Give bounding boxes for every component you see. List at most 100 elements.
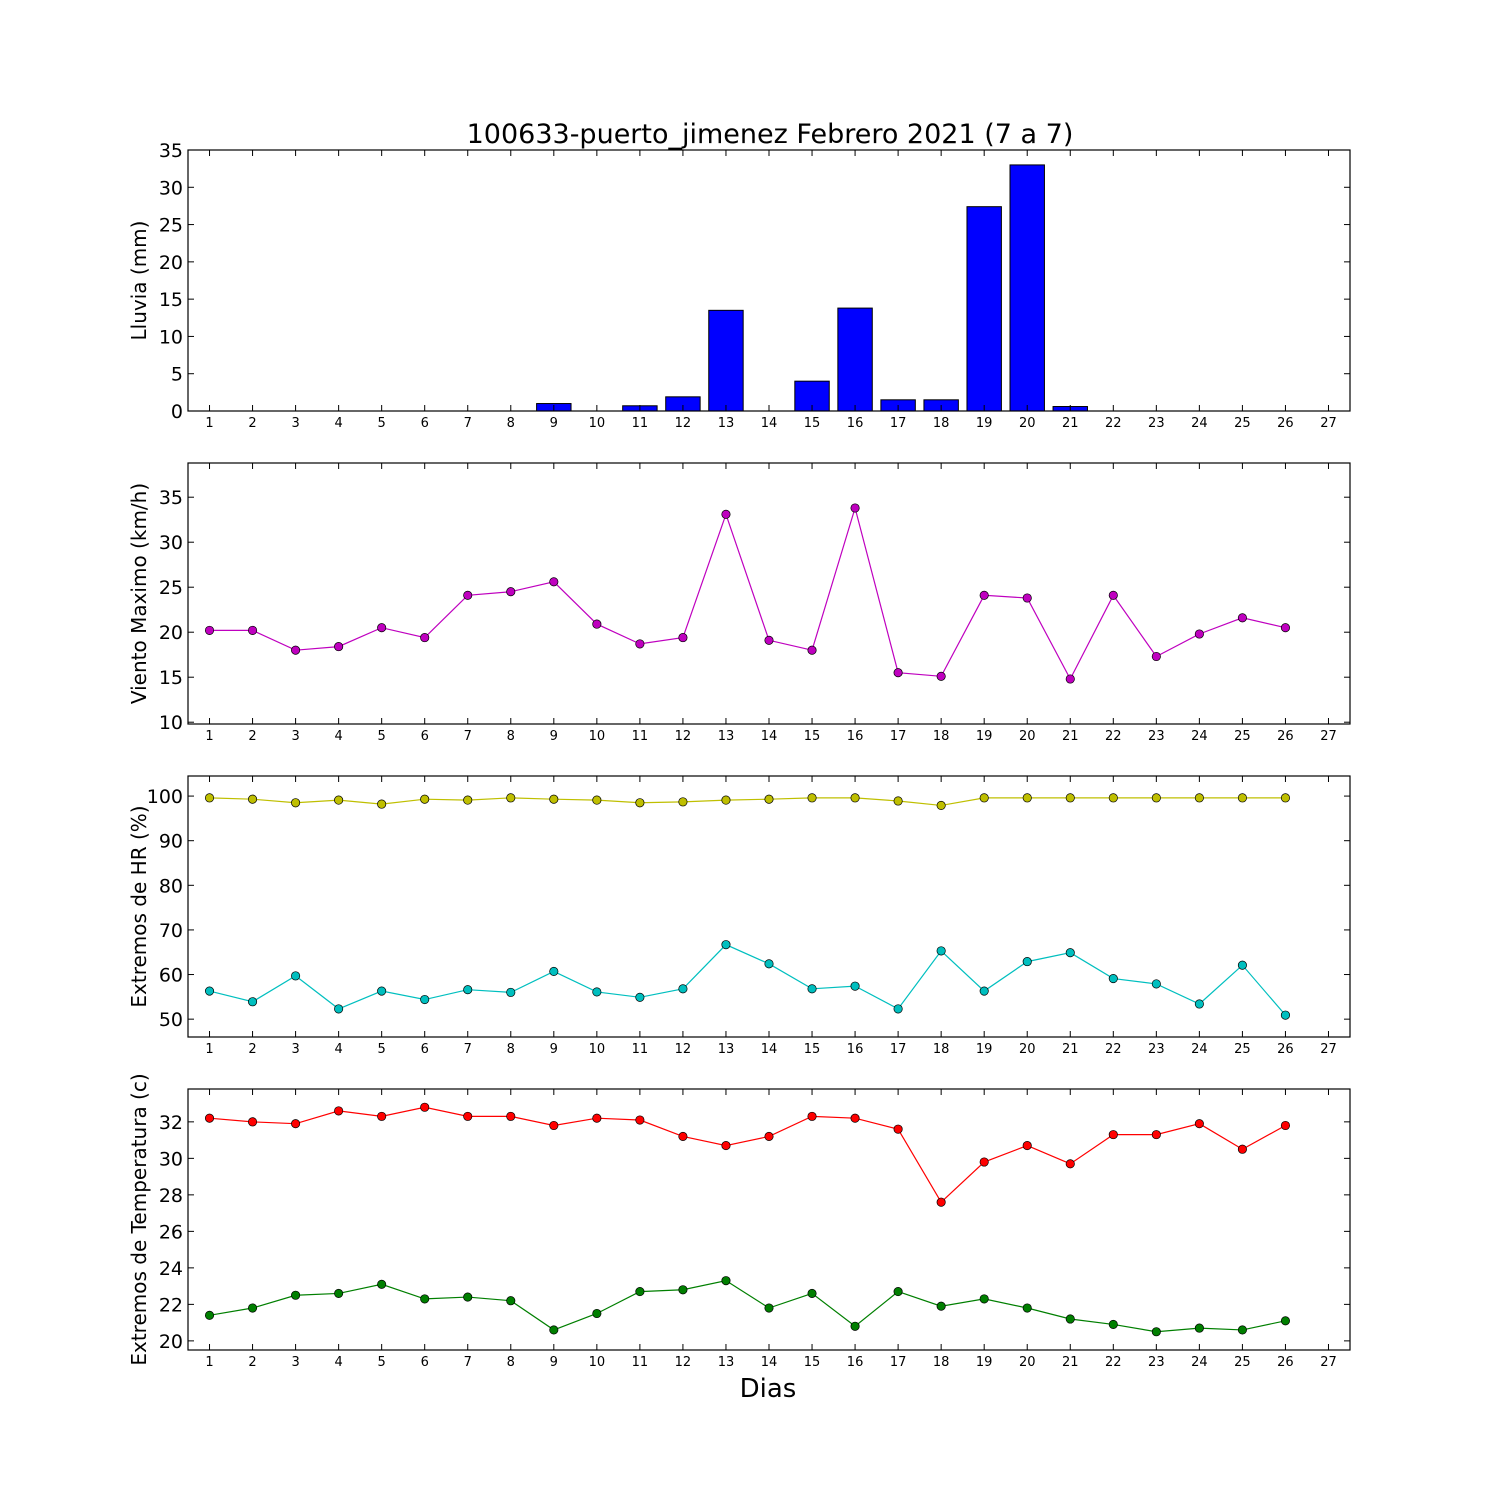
temperature-xtick-label-3: 3 [291, 1355, 299, 1370]
humidity-series-1-point-11 [635, 798, 645, 808]
humidity-xtick-label-6: 6 [421, 1042, 429, 1057]
temperature-ytick-label-22: 22 [159, 1294, 183, 1316]
humidity-series-2-point-10 [592, 987, 602, 997]
wind-xtick-label-18: 18 [933, 729, 950, 744]
temperature-xtick-label-13: 13 [718, 1355, 735, 1370]
wind-xtick-label-24: 24 [1191, 729, 1208, 744]
humidity-series-1-point-15 [807, 793, 817, 803]
temperature-series-2-point-25 [1237, 1325, 1247, 1335]
humidity-series-2-point-17 [893, 1004, 903, 1014]
humidity-ytick-label-90: 90 [159, 831, 183, 853]
wind-ytick-label-25: 25 [159, 577, 183, 599]
wind-series-1-point-7 [463, 590, 473, 600]
wind-series-1-point-19 [979, 590, 989, 600]
rain-xtick-label-9: 9 [550, 416, 558, 431]
humidity-series-2-point-19 [979, 986, 989, 996]
humidity-series-2-point-14 [764, 959, 774, 969]
humidity-series-2-point-25 [1237, 960, 1247, 970]
rain-xtick-label-14: 14 [761, 416, 778, 431]
humidity-xtick-label-24: 24 [1191, 1042, 1208, 1057]
rain-xtick-label-2: 2 [248, 416, 256, 431]
temperature-series-2-point-13 [721, 1276, 731, 1286]
temperature-panel: 1 2 3 4 5 6 7 8 9 10 11 12 13 14 15 16 17 18 19 20 21 22 23 24 2… [127, 1073, 1351, 1370]
humidity-xtick-label-4: 4 [334, 1042, 342, 1057]
humidity-series-1-point-23 [1151, 793, 1161, 803]
temperature-ytick-label-28: 28 [159, 1185, 183, 1207]
rain-bar-19 [966, 206, 1002, 412]
temperature-series-1-point-8 [506, 1111, 516, 1121]
temperature-series-1-point-6 [420, 1102, 430, 1112]
humidity-series-1-point-6 [420, 794, 430, 804]
temperature-xtick-label-26: 26 [1277, 1355, 1294, 1370]
humidity-xtick-label-16: 16 [847, 1042, 864, 1057]
humidity-series-2-point-4 [334, 1004, 344, 1014]
humidity-ytick-label-100: 100 [147, 786, 183, 808]
temperature-series-2-point-26 [1280, 1316, 1290, 1326]
wind-xtick-label-6: 6 [421, 729, 429, 744]
wind-series-1-point-12 [678, 633, 688, 643]
wind-xtick-label-12: 12 [675, 729, 692, 744]
rain-xtick-label-23: 23 [1148, 416, 1165, 431]
wind-series-1-point-2 [248, 625, 258, 635]
humidity-ytick-label-70: 70 [159, 920, 183, 942]
wind-ytick-label-20: 20 [159, 622, 183, 644]
wind-series-1-point-8 [506, 587, 516, 597]
temperature-xtick-label-17: 17 [890, 1355, 907, 1370]
temperature-series-1-point-26 [1280, 1120, 1290, 1131]
wind-xtick-label-16: 16 [847, 729, 864, 744]
rain-y-axis-label: Lluvia (mm) [127, 221, 151, 341]
wind-series-1-point-9 [549, 577, 559, 587]
temperature-series-1-point-17 [893, 1124, 903, 1134]
humidity-series-1-point-26 [1280, 793, 1290, 803]
humidity-series-1-point-20 [1022, 793, 1032, 803]
temperature-series-2-point-23 [1151, 1327, 1161, 1337]
wind-series-1-point-11 [635, 639, 645, 649]
temperature-xtick-label-16: 16 [847, 1355, 864, 1370]
temperature-series-1-point-22 [1108, 1130, 1118, 1140]
humidity-series-1-point-14 [764, 794, 774, 804]
wind-xtick-label-17: 17 [890, 729, 907, 744]
wind-xtick-label-1: 1 [205, 729, 213, 744]
temperature-xtick-label-8: 8 [507, 1355, 515, 1370]
temperature-series-2-point-7 [463, 1292, 473, 1302]
temperature-ytick-label-32: 32 [159, 1112, 183, 1134]
temperature-series-1-point-1 [204, 1113, 215, 1123]
wind-xtick-label-21: 21 [1062, 729, 1079, 744]
wind-xtick-label-11: 11 [632, 729, 649, 744]
wind-series-1-point-17 [893, 668, 903, 678]
humidity-series-2-point-2 [248, 997, 258, 1007]
wind-series-1-point-10 [592, 619, 602, 629]
humidity-series-2-point-5 [377, 986, 387, 996]
humidity-xtick-label-20: 20 [1019, 1042, 1036, 1057]
humidity-xtick-label-3: 3 [291, 1042, 299, 1057]
temperature-xtick-label-20: 20 [1019, 1355, 1036, 1370]
temperature-xtick-label-21: 21 [1062, 1355, 1079, 1370]
rain-xtick-label-21: 21 [1062, 416, 1079, 431]
humidity-series-1-point-8 [506, 793, 516, 803]
temperature-series-2-line [209, 1280, 1286, 1333]
wind-xtick-label-26: 26 [1277, 729, 1294, 744]
temperature-xtick-label-5: 5 [378, 1355, 386, 1370]
rain-xtick-label-1: 1 [205, 416, 213, 431]
humidity-xtick-label-1: 1 [205, 1042, 213, 1057]
wind-xtick-label-8: 8 [507, 729, 515, 744]
rain-xtick-label-12: 12 [675, 416, 692, 431]
humidity-xtick-label-27: 27 [1320, 1042, 1337, 1057]
humidity-series-1-point-18 [936, 800, 946, 810]
temperature-series-1-point-19 [979, 1157, 989, 1167]
wind-series-1-point-4 [334, 642, 344, 652]
wind-xtick-label-5: 5 [378, 729, 386, 744]
humidity-y-axis-label: Extremos de HR (%) [127, 805, 151, 1007]
humidity-xtick-label-2: 2 [248, 1042, 256, 1057]
rain-ytick-label-20: 20 [159, 252, 183, 274]
temperature-series-2-point-10 [592, 1308, 602, 1319]
temperature-series-1-point-16 [850, 1113, 860, 1123]
humidity-series-2-point-6 [420, 994, 430, 1005]
wind-series-1-point-15 [807, 645, 817, 655]
humidity-series-2-point-18 [936, 946, 946, 956]
wind-xtick-label-19: 19 [976, 729, 993, 744]
humidity-series-1-point-5 [377, 799, 387, 809]
temperature-series-1-point-4 [334, 1106, 344, 1116]
rain-ytick-label-15: 15 [159, 289, 183, 311]
temperature-xtick-label-1: 1 [205, 1355, 213, 1370]
